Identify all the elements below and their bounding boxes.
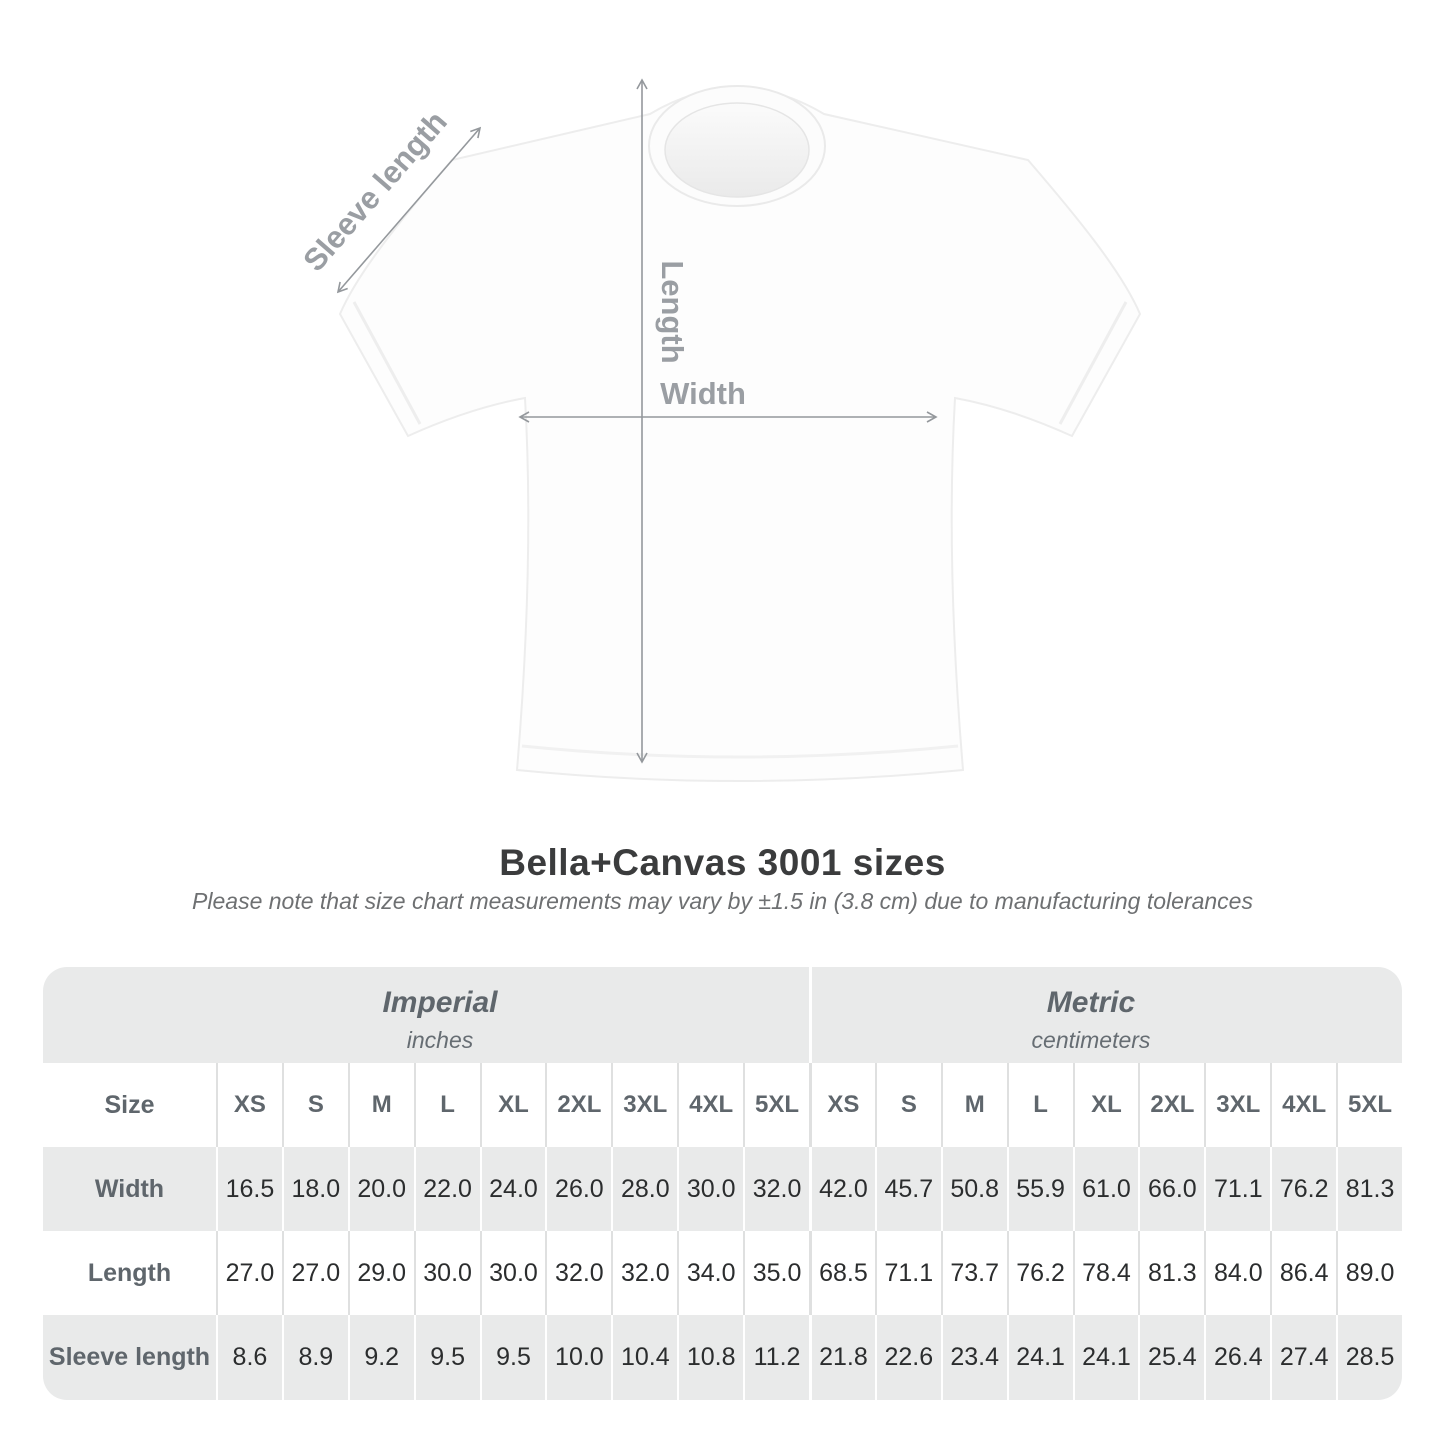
size-cell: 4XL	[1270, 1063, 1337, 1147]
value-cell: 23.4	[940, 1315, 1007, 1400]
right-sleeve-hem	[1058, 301, 1128, 425]
value-cell: 30.0	[479, 1231, 546, 1315]
size-cell: 3XL	[1204, 1063, 1271, 1147]
size-cell: XS	[216, 1063, 282, 1147]
value-cell: 22.6	[874, 1315, 941, 1400]
value-cell: 20.0	[347, 1147, 414, 1231]
metric-group-unit: centimeters	[1031, 1027, 1151, 1053]
value-cell: 84.0	[1204, 1231, 1271, 1315]
value-cell: 16.5	[216, 1147, 282, 1231]
value-cell: 45.7	[874, 1147, 941, 1231]
tolerance-note: Please note that size chart measurements…	[192, 888, 1253, 914]
imperial-group-title: Imperial	[382, 986, 498, 1019]
size-cell: L	[413, 1063, 480, 1147]
metric-group-header: Metric centimeters	[808, 967, 1402, 1063]
value-cell: 18.0	[281, 1147, 348, 1231]
size-cell: 2XL	[1138, 1063, 1205, 1147]
value-cell: 78.4	[1072, 1231, 1139, 1315]
value-cell: 34.0	[677, 1231, 744, 1315]
value-cell: 27.0	[216, 1231, 282, 1315]
value-cell: 10.8	[677, 1315, 744, 1400]
metric-group-title: Metric	[1046, 986, 1136, 1019]
left-sleeve-hem	[352, 301, 422, 425]
value-cell: 27.0	[281, 1231, 348, 1315]
sleeve-length-arrow	[336, 126, 482, 294]
value-cell: 71.1	[1204, 1147, 1271, 1231]
size-column-header: Size	[43, 1063, 216, 1147]
value-cell: 32.0	[611, 1231, 678, 1315]
value-cell: 24.0	[479, 1147, 546, 1231]
tshirt-body	[338, 87, 1142, 782]
size-cell: L	[1006, 1063, 1073, 1147]
value-cell: 30.0	[677, 1147, 744, 1231]
value-cell: 61.0	[1072, 1147, 1139, 1231]
value-cell: 42.0	[808, 1147, 875, 1231]
row-label-length: Length	[43, 1231, 216, 1315]
size-table: Imperial inches Metric centimeters Size …	[43, 967, 1402, 1400]
tshirt-diagram: Sleeve length Length Width	[296, 78, 1142, 782]
value-cell: 28.5	[1336, 1315, 1402, 1400]
value-cell: 9.5	[479, 1315, 546, 1400]
value-cell: 28.0	[611, 1147, 678, 1231]
value-cell: 76.2	[1006, 1231, 1073, 1315]
value-cell: 8.9	[281, 1315, 348, 1400]
value-cell: 86.4	[1270, 1231, 1337, 1315]
value-cell: 29.0	[347, 1231, 414, 1315]
value-cell: 10.4	[611, 1315, 678, 1400]
value-cell: 21.8	[808, 1315, 875, 1400]
size-cell: 5XL	[743, 1063, 809, 1147]
row-label-sleeve-length: Sleeve length	[43, 1315, 216, 1400]
value-cell: 76.2	[1270, 1147, 1337, 1231]
row-label-width: Width	[43, 1147, 216, 1231]
length-label: Length	[655, 260, 690, 363]
value-cell: 9.5	[413, 1315, 480, 1400]
value-cell: 8.6	[216, 1315, 282, 1400]
value-cell: 10.0	[545, 1315, 612, 1400]
value-cell: 50.8	[940, 1147, 1007, 1231]
size-cell: 5XL	[1336, 1063, 1402, 1147]
size-cell: S	[874, 1063, 941, 1147]
collar-opening	[664, 102, 810, 198]
value-cell: 89.0	[1336, 1231, 1402, 1315]
value-cell: 22.0	[413, 1147, 480, 1231]
value-cell: 9.2	[347, 1315, 414, 1400]
size-cell: 2XL	[545, 1063, 612, 1147]
size-cell: XS	[808, 1063, 875, 1147]
value-cell: 11.2	[743, 1315, 809, 1400]
value-cell: 26.0	[545, 1147, 612, 1231]
width-label: Width	[660, 376, 746, 411]
bottom-hem	[521, 744, 959, 759]
imperial-group-unit: inches	[406, 1027, 474, 1053]
value-cell: 66.0	[1138, 1147, 1205, 1231]
value-cell: 25.4	[1138, 1315, 1205, 1400]
value-cell: 81.3	[1336, 1147, 1402, 1231]
value-cell: 24.1	[1006, 1315, 1073, 1400]
size-cell: XL	[479, 1063, 546, 1147]
value-cell: 32.0	[545, 1231, 612, 1315]
value-cell: 35.0	[743, 1231, 809, 1315]
size-cell: XL	[1072, 1063, 1139, 1147]
size-cell: 4XL	[677, 1063, 744, 1147]
value-cell: 24.1	[1072, 1315, 1139, 1400]
value-cell: 26.4	[1204, 1315, 1271, 1400]
tshirt-illustration	[338, 85, 1142, 782]
size-cell: 3XL	[611, 1063, 678, 1147]
size-cell: S	[281, 1063, 348, 1147]
value-cell: 32.0	[743, 1147, 809, 1231]
size-cell: M	[347, 1063, 414, 1147]
size-cell: M	[940, 1063, 1007, 1147]
value-cell: 68.5	[808, 1231, 875, 1315]
page-title: Bella+Canvas 3001 sizes	[499, 842, 946, 883]
value-cell: 71.1	[874, 1231, 941, 1315]
imperial-group-header: Imperial inches	[43, 967, 809, 1063]
value-cell: 55.9	[1006, 1147, 1073, 1231]
value-cell: 27.4	[1270, 1315, 1337, 1400]
value-cell: 30.0	[413, 1231, 480, 1315]
value-cell: 81.3	[1138, 1231, 1205, 1315]
value-cell: 73.7	[940, 1231, 1007, 1315]
